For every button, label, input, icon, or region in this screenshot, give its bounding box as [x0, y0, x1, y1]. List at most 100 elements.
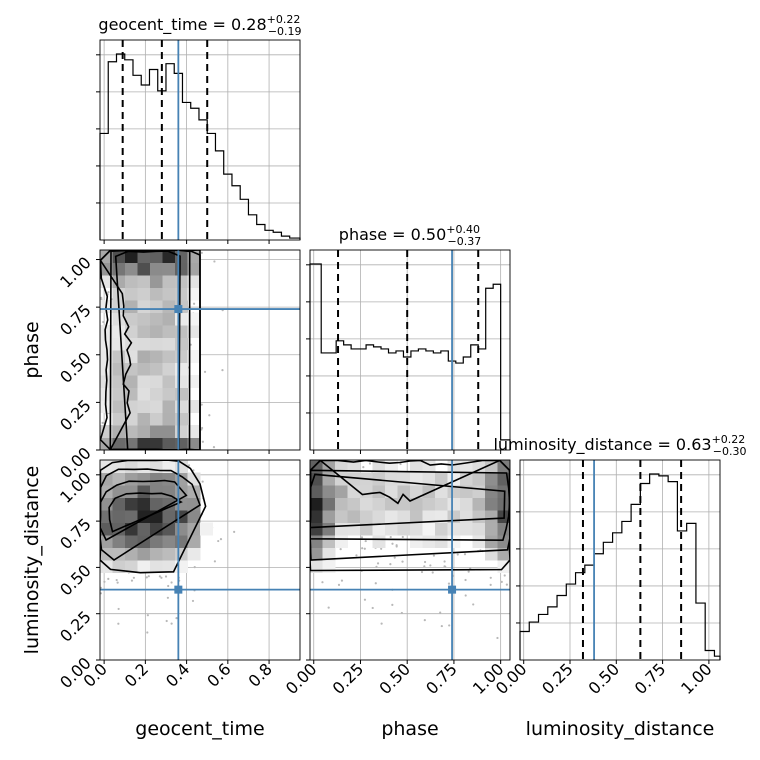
- density-cell: [112, 547, 126, 561]
- density-cell: [100, 350, 113, 363]
- sample-point: [429, 564, 432, 567]
- x-axis-label-geocent_time: geocent_time: [135, 718, 264, 740]
- density-cell: [472, 485, 486, 498]
- sample-point: [368, 462, 372, 465]
- sample-point: [393, 556, 396, 559]
- sample-point: [431, 571, 434, 574]
- density-cell: [460, 497, 473, 511]
- sample-point: [380, 622, 383, 625]
- density-cell: [137, 400, 151, 413]
- density-cell: [472, 510, 486, 523]
- sample-point: [395, 544, 398, 547]
- sample-point: [362, 466, 365, 469]
- density-cell: [150, 325, 163, 338]
- density-cell: [175, 287, 188, 301]
- sample-point: [391, 542, 394, 545]
- sample-point: [107, 577, 110, 580]
- panel-content: [100, 460, 300, 660]
- density-cell: [447, 497, 461, 511]
- density-cell: [187, 472, 201, 486]
- x-tick-label: 0.2: [121, 659, 152, 690]
- sample-point: [167, 584, 170, 588]
- density-cell: [162, 510, 176, 523]
- density-cell: [150, 497, 163, 511]
- sample-point: [165, 619, 168, 623]
- title-main: phase = 0.50: [339, 225, 446, 244]
- density-cell: [385, 522, 398, 536]
- density-cell: [187, 437, 201, 450]
- sample-point: [117, 607, 120, 611]
- title-minus: −0.30: [713, 445, 747, 458]
- title-main: luminosity_distance = 0.63: [493, 435, 711, 455]
- sample-point: [166, 596, 169, 599]
- density-cell: [485, 497, 498, 511]
- density-cell: [137, 262, 151, 276]
- sample-point: [147, 575, 150, 578]
- density-cell: [360, 485, 373, 498]
- sample-point: [496, 636, 499, 640]
- density-cell: [187, 375, 201, 388]
- sample-point: [187, 464, 191, 467]
- sample-point: [321, 581, 324, 584]
- sample-point: [505, 583, 508, 586]
- sample-point: [389, 535, 392, 539]
- sample-point: [374, 582, 377, 585]
- density-cell: [150, 350, 163, 363]
- density-cell: [335, 535, 348, 548]
- sample-point: [432, 554, 436, 557]
- sample-point: [503, 574, 506, 577]
- sample-point: [456, 553, 459, 556]
- panel-title-luminosity_distance: luminosity_distance = 0.63+0.22 −0.30: [493, 433, 746, 458]
- density-cell: [162, 400, 176, 413]
- density-cell: [100, 250, 113, 263]
- sample-point: [443, 565, 446, 568]
- density-cell: [137, 337, 151, 351]
- sample-point: [363, 547, 366, 550]
- density-cell: [200, 522, 213, 536]
- sample-point: [376, 562, 380, 565]
- density-cell: [137, 350, 151, 363]
- density-cell: [447, 535, 461, 548]
- density-cell: [410, 510, 423, 523]
- density-cell: [175, 337, 188, 351]
- density-cell: [150, 262, 163, 276]
- sample-point: [439, 611, 442, 614]
- sample-point: [100, 586, 102, 589]
- density-cell: [112, 375, 126, 388]
- sample-point: [107, 290, 110, 294]
- sample-point: [355, 554, 358, 557]
- density-cell: [422, 472, 436, 486]
- density-cell: [112, 510, 126, 523]
- density-cell: [125, 535, 138, 548]
- sample-point: [175, 617, 178, 620]
- sample-point: [399, 462, 402, 466]
- sample-point: [146, 614, 149, 617]
- density-cell: [335, 460, 348, 473]
- density-cell: [112, 437, 126, 450]
- sample-point: [448, 624, 451, 627]
- density-cell: [150, 300, 163, 313]
- density-cell: [310, 485, 323, 498]
- y-axis-label-luminosity_distance: luminosity_distance: [21, 466, 43, 655]
- density-cell: [162, 535, 176, 548]
- density-cell: [150, 522, 163, 536]
- x-tick-label: 0.4: [162, 659, 193, 690]
- sample-point: [115, 578, 118, 582]
- sample-point: [420, 570, 424, 574]
- panel-frame: [309, 249, 511, 451]
- density-cell: [125, 522, 138, 536]
- density-cell: [125, 250, 138, 263]
- density-cell: [372, 460, 386, 473]
- y-tick-label: 0.50: [56, 561, 95, 600]
- density-cell: [175, 412, 188, 426]
- density-cell: [150, 387, 163, 401]
- density-cell: [125, 400, 138, 413]
- hist-step-phase: [309, 263, 511, 450]
- sample-point: [192, 302, 196, 305]
- sample-point: [191, 599, 195, 603]
- sample-point: [116, 581, 119, 584]
- density-cell: [485, 510, 498, 523]
- x-tick-label: 0.6: [203, 659, 234, 690]
- density-cell: [162, 350, 176, 363]
